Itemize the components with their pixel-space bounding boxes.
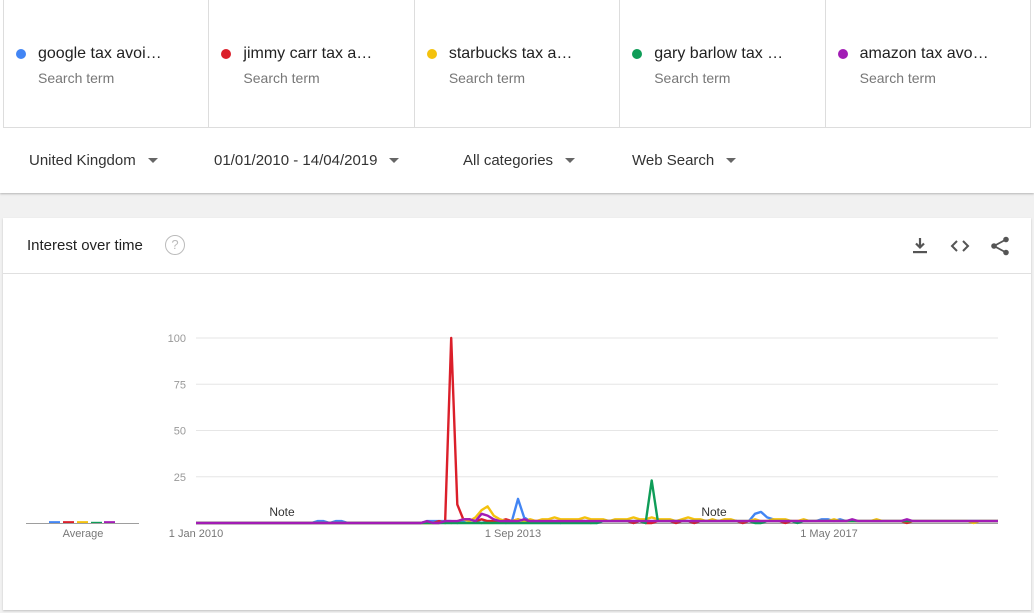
- series-color-dot: [426, 49, 437, 59]
- filter-bar: United Kingdom 01/01/2010 - 14/04/2019 A…: [0, 128, 1034, 193]
- dropdown-arrow-icon: [147, 158, 158, 163]
- search-term-5[interactable]: amazon tax avo… Search term: [824, 0, 1032, 128]
- date-range-value: 01/01/2010 - 14/04/2019: [214, 152, 378, 169]
- card-title: Interest over time: [27, 237, 143, 254]
- dropdown-arrow-icon: [565, 158, 576, 163]
- search-term-sublabel: Search term: [448, 70, 526, 86]
- category-dropdown[interactable]: All categories: [463, 152, 576, 169]
- search-type-value: Web Search: [632, 152, 715, 169]
- dropdown-arrow-icon: [389, 158, 400, 163]
- y-tick-label: 25: [174, 472, 186, 484]
- search-term-1[interactable]: google tax avoi… Search term: [3, 0, 208, 128]
- chart-series: [196, 336, 998, 525]
- interest-chart: 100 75 50 25 1 Jan 2010 1 Sep 2013 1 May 2017 A…: [26, 333, 998, 540]
- average-bar: [49, 521, 60, 523]
- note-annotation: Note: [269, 505, 295, 519]
- series-line: [196, 512, 998, 525]
- note-annotation: Note: [701, 505, 727, 519]
- share-icon[interactable]: [988, 234, 1012, 258]
- search-type-dropdown[interactable]: Web Search: [632, 152, 737, 169]
- series-color-dot: [221, 49, 232, 59]
- average-bar: [77, 521, 88, 523]
- search-term-label[interactable]: starbucks tax a…: [448, 45, 573, 62]
- series-color-dot: [837, 49, 848, 59]
- y-tick-label: 50: [174, 426, 186, 438]
- search-term-sublabel: Search term: [38, 70, 115, 86]
- help-icon[interactable]: ?: [165, 235, 185, 255]
- interest-over-time-card: Interest over time ? 100 75 50 25 1 Jan 2010…: [3, 218, 1031, 610]
- region-dropdown[interactable]: United Kingdom: [29, 152, 158, 169]
- search-term-sublabel: Search term: [859, 70, 936, 86]
- chart-grid: [26, 337, 998, 524]
- header-panel: google tax avoi… Search term jimmy carr …: [0, 0, 1034, 193]
- search-term-label[interactable]: jimmy carr tax a…: [243, 45, 373, 62]
- search-term-label[interactable]: gary barlow tax …: [654, 45, 784, 62]
- x-tick-label: 1 Jan 2010: [169, 528, 223, 540]
- average-bar: [91, 521, 102, 523]
- region-dropdown-value: United Kingdom: [29, 152, 136, 169]
- average-bar: [63, 521, 74, 523]
- search-term-3[interactable]: starbucks tax a… Search term: [413, 0, 619, 128]
- series-color-dot: [632, 49, 643, 59]
- search-term-4[interactable]: gary barlow tax … Search term: [619, 0, 824, 128]
- average-bar: [104, 521, 115, 523]
- x-tick-label: 1 Sep 2013: [485, 528, 541, 540]
- series-line: [196, 479, 998, 525]
- average-label: Average: [63, 528, 104, 540]
- search-term-sublabel: Search term: [243, 70, 320, 86]
- chart-labels: 100 75 50 25 1 Jan 2010 1 Sep 2013 1 May 2017 A…: [63, 333, 858, 540]
- search-term-sublabel: Search term: [654, 70, 731, 86]
- category-value: All categories: [463, 152, 554, 169]
- embed-icon[interactable]: [948, 234, 972, 258]
- search-term-label[interactable]: google tax avoi…: [38, 45, 162, 62]
- x-tick-label: 1 May 2017: [800, 528, 857, 540]
- dropdown-arrow-icon: [726, 158, 737, 163]
- search-terms-bar: google tax avoi… Search term jimmy carr …: [3, 0, 1032, 128]
- y-tick-label: 100: [168, 333, 186, 345]
- download-icon[interactable]: [908, 234, 932, 258]
- date-range-dropdown[interactable]: 01/01/2010 - 14/04/2019: [214, 152, 400, 169]
- search-term-2[interactable]: jimmy carr tax a… Search term: [208, 0, 413, 128]
- y-tick-label: 75: [174, 379, 186, 391]
- search-term-label[interactable]: amazon tax avo…: [859, 45, 989, 62]
- series-color-dot: [16, 49, 26, 59]
- average-bars: [49, 521, 115, 523]
- card-header: Interest over time ?: [3, 218, 1031, 274]
